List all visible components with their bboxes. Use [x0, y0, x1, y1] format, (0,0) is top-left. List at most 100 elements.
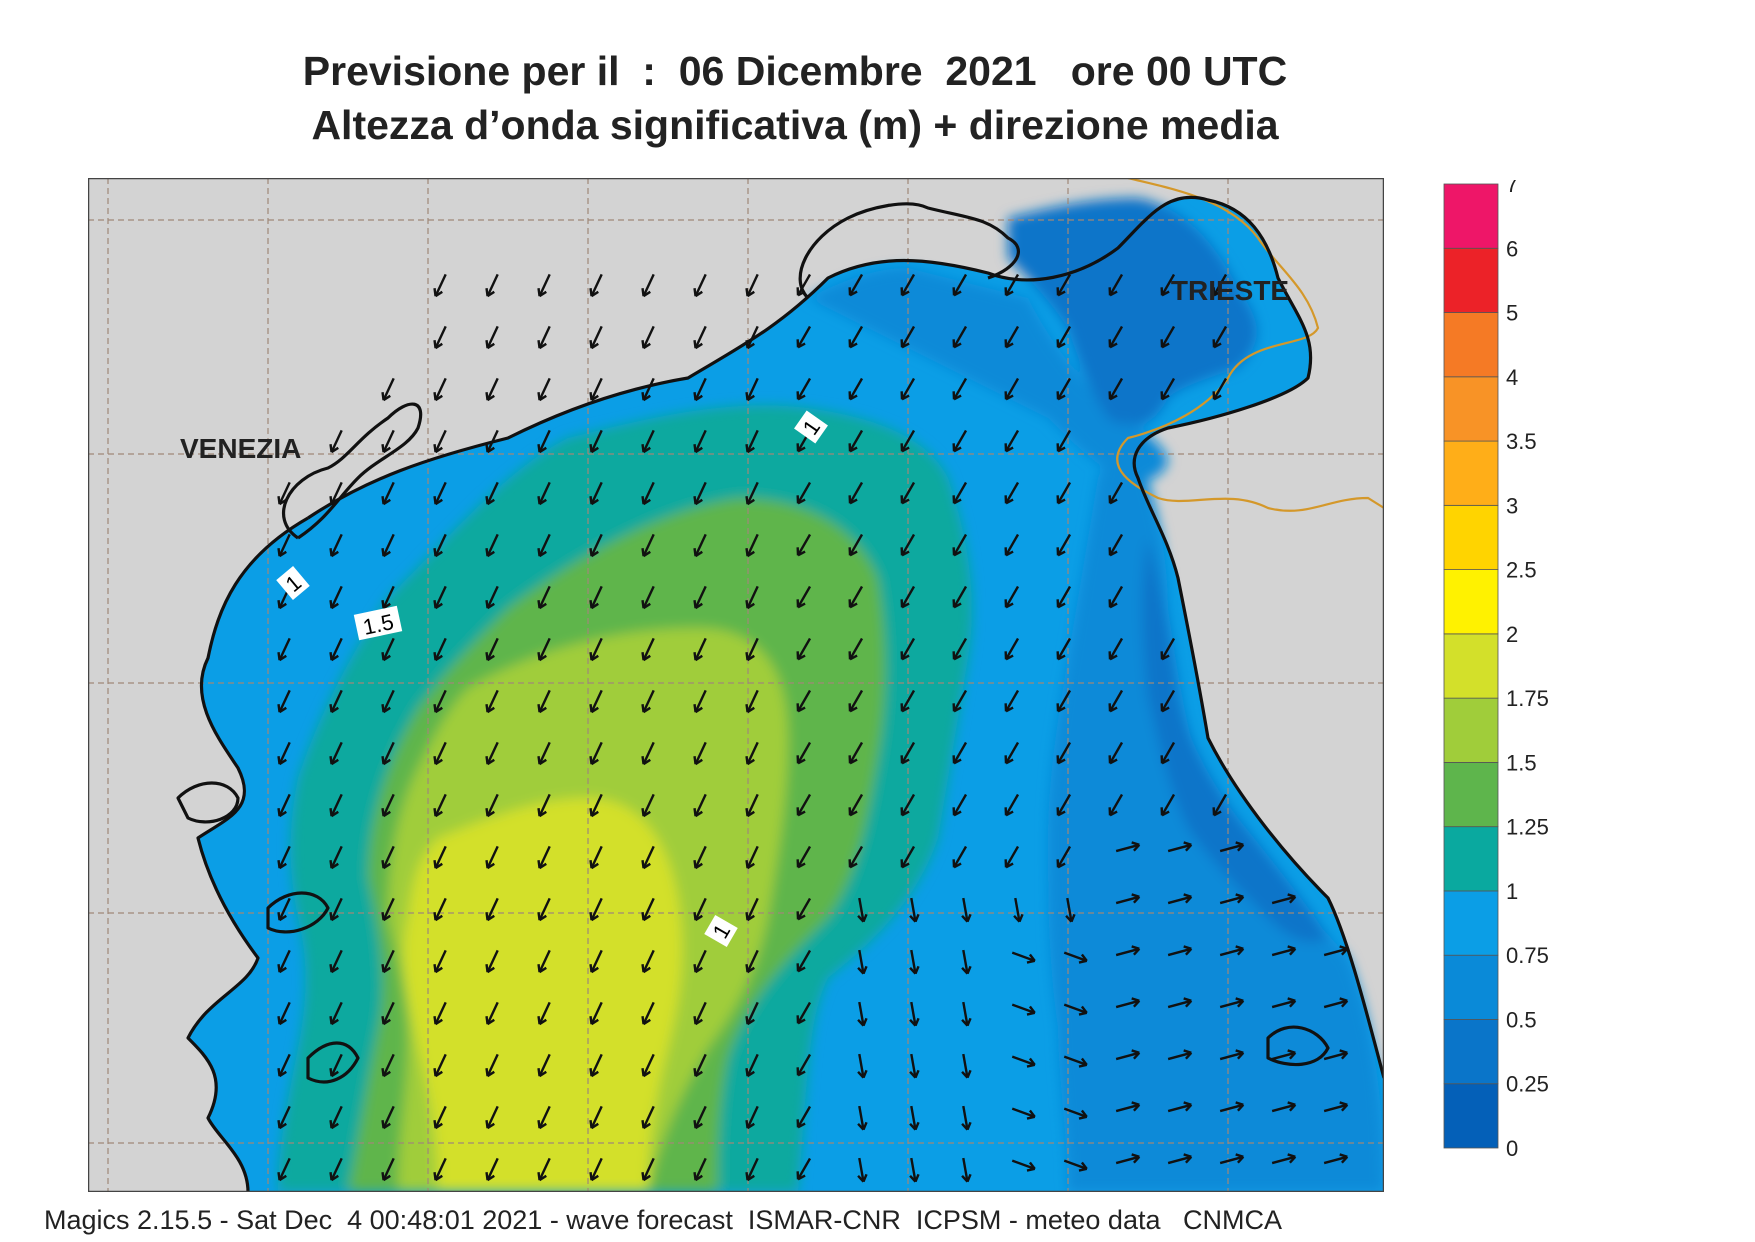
direction-arrow-head	[381, 704, 391, 714]
direction-arrow-head	[433, 1172, 443, 1182]
direction-arrow-head	[796, 391, 806, 401]
direction-arrow	[694, 273, 707, 297]
direction-arrow-head	[433, 548, 443, 558]
direction-arrow-head	[900, 755, 910, 765]
direction-arrow-head	[693, 288, 703, 298]
direction-arrow-head	[1235, 1049, 1245, 1060]
direction-arrow	[434, 273, 447, 297]
contour-label: 1	[704, 914, 738, 948]
direction-arrow	[1108, 481, 1124, 504]
direction-arrow	[796, 637, 812, 660]
direction-arrow	[900, 273, 916, 296]
direction-arrow	[1167, 999, 1192, 1009]
direction-arrow-head	[485, 444, 495, 454]
direction-arrow-head	[1056, 547, 1066, 557]
direction-arrow-head	[1013, 913, 1024, 923]
direction-arrow	[1004, 741, 1020, 764]
direction-arrow-head	[485, 1120, 495, 1130]
direction-arrow	[1271, 895, 1296, 905]
direction-arrow-head	[381, 860, 391, 870]
direction-arrow-head	[693, 340, 703, 350]
direction-arrow	[858, 897, 865, 922]
direction-arrow	[538, 1053, 551, 1077]
direction-arrow	[486, 481, 499, 505]
direction-arrow-head	[952, 391, 962, 401]
direction-arrow-head	[589, 1068, 599, 1078]
legend-swatch	[1443, 697, 1499, 763]
direction-arrow	[796, 481, 812, 504]
direction-arrow	[1323, 1155, 1348, 1165]
direction-arrow-head	[952, 339, 962, 349]
legend-level-label: 3	[1506, 493, 1518, 518]
direction-arrow-head	[1235, 997, 1245, 1008]
direction-arrow-head	[1235, 945, 1245, 956]
direction-arrow-head	[1026, 1161, 1036, 1172]
direction-arrow-head	[848, 755, 858, 765]
direction-arrow-head	[745, 1016, 755, 1026]
direction-arrow-head	[381, 496, 391, 506]
direction-arrow-head	[1108, 703, 1118, 713]
direction-arrow	[382, 1105, 395, 1129]
legend-swatch	[1443, 504, 1499, 571]
direction-arrow-head	[641, 964, 651, 974]
direction-arrow	[848, 793, 864, 816]
direction-arrow-head	[909, 1121, 920, 1131]
direction-arrow-head	[537, 756, 547, 766]
legend-level-label: 1.5	[1506, 750, 1537, 775]
direction-arrow-head	[641, 1172, 651, 1182]
direction-arrow-head	[485, 1016, 495, 1026]
direction-arrow-head	[1065, 913, 1076, 923]
direction-arrow-head	[433, 860, 443, 870]
direction-arrow	[434, 637, 447, 661]
direction-arrow	[1056, 845, 1072, 868]
direction-arrow-head	[1339, 997, 1349, 1008]
direction-arrow	[952, 585, 968, 608]
direction-arrow-head	[1078, 1057, 1088, 1068]
direction-arrow	[1160, 637, 1176, 660]
direction-arrow	[1004, 273, 1020, 296]
direction-arrow-head	[745, 652, 755, 662]
direction-arrow	[1056, 325, 1072, 348]
direction-arrow	[278, 897, 291, 921]
direction-arrow	[1004, 481, 1020, 504]
direction-arrow	[962, 1105, 969, 1130]
direction-arrow-head	[1056, 599, 1066, 609]
direction-arrow-head	[589, 600, 599, 610]
direction-arrow-head	[1056, 339, 1066, 349]
direction-arrow-head	[1026, 1005, 1036, 1016]
legend-level-label: 3.5	[1506, 429, 1537, 454]
direction-arrow-head	[641, 1120, 651, 1130]
direction-arrow-head	[433, 340, 443, 350]
direction-arrow-head	[1183, 945, 1193, 956]
direction-arrow-head	[745, 548, 755, 558]
direction-arrow	[538, 1157, 551, 1181]
direction-arrow-head	[433, 912, 443, 922]
direction-arrow	[434, 377, 447, 401]
direction-arrow-head	[277, 1172, 287, 1182]
direction-arrow	[1167, 1051, 1192, 1061]
direction-arrow	[1004, 637, 1020, 660]
direction-arrow-head	[1108, 287, 1118, 297]
direction-arrow	[746, 689, 759, 713]
direction-arrow	[746, 793, 759, 817]
direction-arrow-head	[277, 1068, 287, 1078]
direction-arrow-head	[1026, 1109, 1036, 1120]
direction-arrow	[382, 429, 395, 453]
direction-arrow	[746, 533, 759, 557]
direction-arrow-head	[589, 340, 599, 350]
direction-arrow-head	[1183, 893, 1193, 904]
direction-arrow	[434, 689, 447, 713]
direction-arrow	[1063, 1107, 1088, 1118]
direction-arrow	[1167, 895, 1192, 905]
direction-arrow	[796, 897, 812, 920]
direction-arrow	[1219, 947, 1244, 957]
direction-arrow-head	[589, 1016, 599, 1026]
direction-arrow-head	[745, 1172, 755, 1182]
direction-arrow	[434, 429, 447, 453]
direction-arrow-head	[1108, 651, 1118, 661]
direction-arrow-head	[329, 912, 339, 922]
direction-arrow	[434, 533, 447, 557]
direction-arrow	[1056, 585, 1072, 608]
direction-arrow-head	[952, 599, 962, 609]
direction-arrow	[1271, 1051, 1296, 1061]
